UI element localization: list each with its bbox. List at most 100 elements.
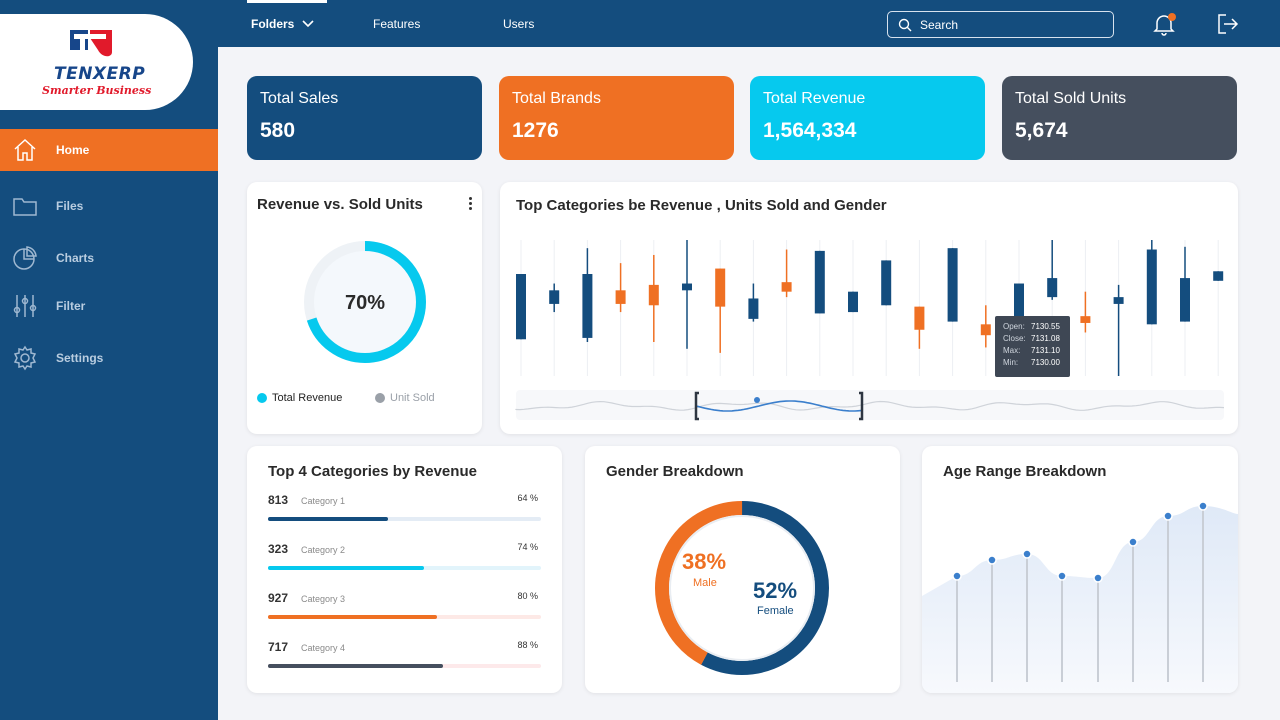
logout-button[interactable] — [1215, 11, 1241, 37]
sidebar-nav: Home Files Charts Filter Settings — [0, 129, 218, 389]
kpi-value: 1276 — [512, 119, 559, 142]
category-value: 323 — [268, 542, 289, 556]
navigator-track — [516, 390, 1224, 420]
progress-fill — [268, 664, 443, 668]
tooltip-value: 7130.55 — [1031, 322, 1060, 331]
candle-body — [980, 324, 991, 336]
candle-body — [881, 260, 892, 306]
category-percent: 80 % — [517, 591, 538, 601]
ring-percent: 70% — [345, 292, 385, 314]
notifications-button[interactable] — [1151, 11, 1177, 37]
category-value: 717 — [268, 640, 289, 654]
male-percent: 38% — [682, 549, 727, 574]
legend-label: Total Revenue — [272, 392, 343, 404]
brand-tagline: Smarter Business — [42, 84, 152, 97]
female-percent: 52% — [753, 578, 798, 603]
logo[interactable]: TENXERP Smarter Business — [0, 14, 193, 110]
tab-label: Features — [373, 16, 421, 31]
category-value: 927 — [268, 591, 289, 605]
folder-icon — [13, 198, 37, 216]
top-categories-chart-card: Top Categories be Revenue , Units Sold a… — [500, 182, 1238, 434]
candle-body — [549, 290, 560, 304]
kpi-label: Total Sales — [260, 90, 339, 107]
logout-icon — [1218, 14, 1239, 34]
progress-track — [268, 517, 541, 521]
sidebar-item-label: Files — [56, 199, 84, 213]
candle-body — [814, 250, 825, 314]
bell-icon — [1153, 15, 1175, 36]
kpi-total-revenue[interactable]: Total Revenue 1,564,334 — [750, 76, 985, 160]
sidebar: TENXERP Smarter Business Home Files Char… — [0, 0, 218, 720]
sidebar-item-settings[interactable]: Settings — [0, 337, 218, 379]
search-input[interactable]: Search — [887, 11, 1114, 38]
donut-center — [672, 518, 812, 658]
pie-chart-icon — [13, 246, 37, 270]
navigator-handle-right — [859, 391, 864, 421]
candle-body — [1014, 283, 1024, 345]
category-name: Category 2 — [301, 545, 346, 555]
tooltip-label: Open: — [1003, 322, 1025, 331]
kpi-total-sold-units[interactable]: Total Sold Units 5,674 — [1002, 76, 1237, 160]
tooltip-label: Close: — [1003, 334, 1026, 343]
tooltip-label: Min: — [1003, 358, 1019, 367]
chart-tooltip: Open: 7130.55 Close: 7131.08 Max: 7131.10 M… — [995, 316, 1070, 377]
donut-inner-ring — [669, 515, 815, 661]
kpi-label: Total Sold Units — [1015, 90, 1127, 107]
chevron-down-icon — [302, 19, 314, 27]
candle-body — [1146, 249, 1157, 325]
home-icon — [14, 138, 36, 161]
legend-unit-sold[interactable]: Unit Sold — [375, 392, 435, 404]
legend-total-revenue[interactable]: Total Revenue — [257, 392, 342, 404]
ring-arc — [304, 241, 426, 363]
more-options-icon[interactable] — [466, 196, 474, 214]
category-percent: 88 % — [517, 640, 538, 650]
card-title: Top Categories be Revenue , Units Sold a… — [516, 197, 887, 214]
tooltip-label: Max: — [1003, 346, 1021, 355]
candlestick-chart — [515, 240, 1225, 421]
kpi-value: 1,564,334 — [763, 119, 857, 142]
age-point — [1093, 573, 1103, 583]
revenue-vs-units-card: Revenue vs. Sold Units 70% Total Revenue… — [247, 182, 482, 434]
donut-slice-male — [655, 501, 829, 675]
sidebar-item-home[interactable]: Home — [0, 129, 218, 171]
candle-body — [682, 283, 692, 291]
card-title: Age Range Breakdown — [943, 463, 1107, 480]
tooltip-value: 7131.10 — [1031, 346, 1060, 355]
progress-fill — [268, 615, 438, 619]
sidebar-item-charts[interactable]: Charts — [0, 237, 218, 279]
sidebar-item-label: Charts — [56, 251, 95, 265]
search-placeholder: Search — [920, 17, 959, 32]
tab-label: Folders — [251, 16, 295, 31]
candle-body — [848, 291, 858, 313]
card-title: Revenue vs. Sold Units — [257, 196, 423, 213]
category-name: Category 1 — [301, 496, 346, 506]
candle-body — [516, 274, 526, 340]
sidebar-item-files[interactable]: Files — [0, 185, 218, 227]
search-icon — [898, 18, 912, 32]
kpi-value: 5,674 — [1015, 119, 1068, 142]
sidebar-item-label: Home — [56, 143, 90, 157]
progress-fill — [268, 517, 389, 521]
candle-body — [582, 274, 593, 338]
tooltip-value: 7130.00 — [1031, 358, 1060, 367]
female-label: Female — [757, 605, 794, 617]
kpi-total-sales[interactable]: Total Sales 580 — [247, 76, 482, 160]
age-point — [987, 555, 997, 565]
candle-body — [648, 284, 659, 306]
card-title: Top 4 Categories by Revenue — [268, 463, 477, 480]
tab-users[interactable]: Users — [503, 0, 534, 47]
candle-body — [615, 290, 626, 304]
navigator-handle-left — [694, 391, 699, 421]
logo-mark-icon — [70, 30, 112, 57]
tab-features[interactable]: Features — [373, 0, 420, 47]
sidebar-item-filter[interactable]: Filter — [0, 285, 218, 327]
age-point — [1198, 501, 1208, 511]
tab-folders[interactable]: Folders — [247, 0, 327, 47]
category-name: Category 3 — [301, 594, 346, 604]
card-title: Gender Breakdown — [606, 463, 744, 480]
sliders-icon — [13, 295, 37, 317]
legend-dot — [257, 393, 267, 403]
age-point — [1022, 549, 1032, 559]
progress-track — [268, 615, 541, 619]
kpi-total-brands[interactable]: Total Brands 1276 — [499, 76, 734, 160]
